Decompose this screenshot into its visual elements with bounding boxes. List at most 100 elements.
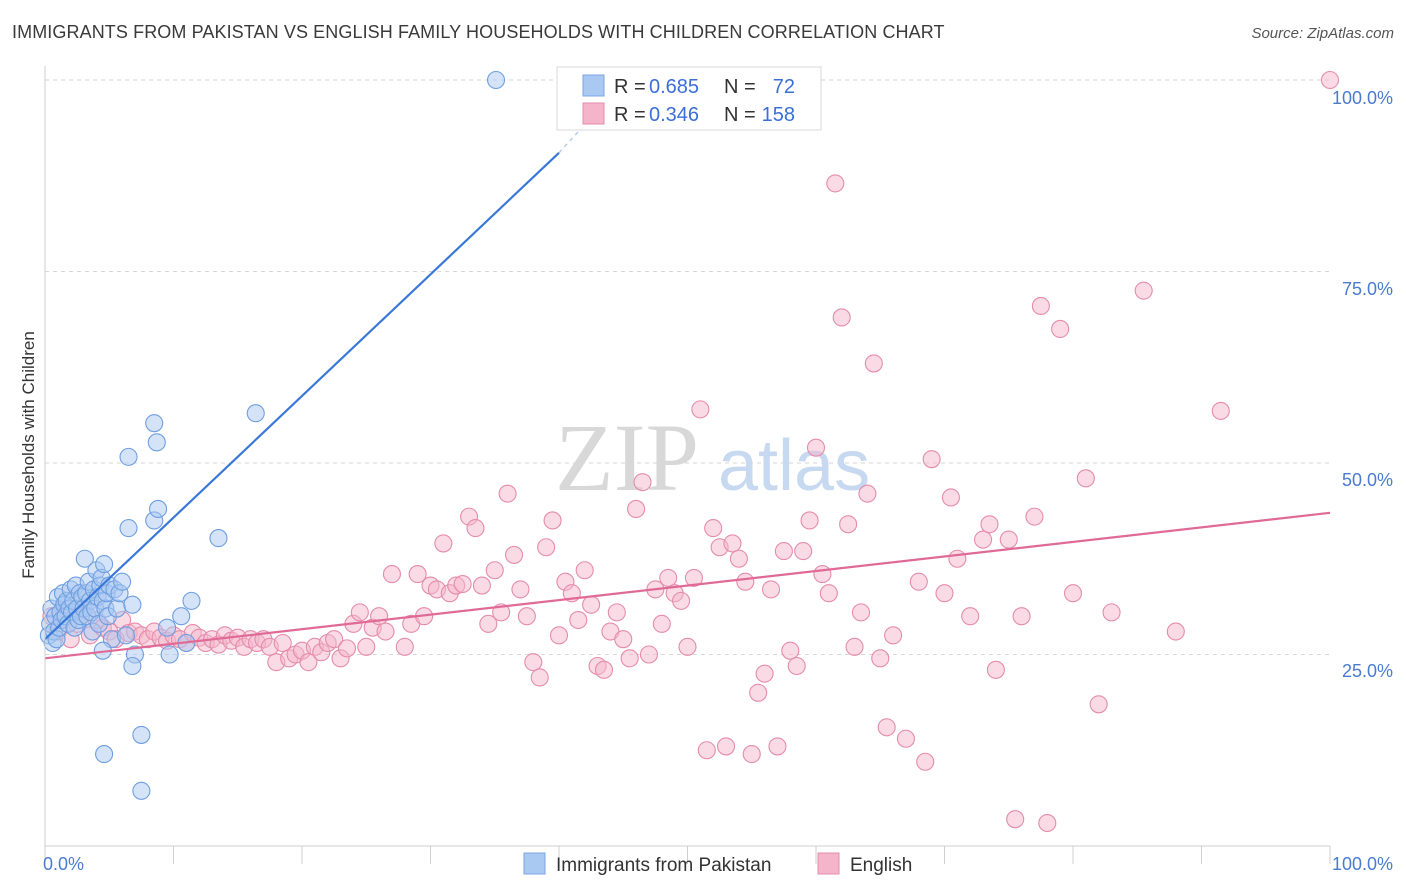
english-point-112 [768,737,787,756]
pakistan-point-67 [160,645,179,664]
stats-legend: R = 0.685 N = 72 R = 0.346 N = 158 [556,66,822,131]
english-point-105 [723,534,742,553]
english-point-141 [986,660,1005,679]
stats-legend-swatch-pink [582,102,605,125]
stats-legend-r-value-2: 0.346 [649,104,699,126]
english-point-140 [980,515,999,534]
pakistan-point-61 [123,656,142,676]
english-point-123 [839,515,858,534]
english-point-129 [877,718,896,737]
english-point-108 [742,745,761,764]
english-point-89 [620,649,639,668]
series-legend: Immigrants from Pakistan English [523,852,912,876]
english-point-150 [1076,469,1095,488]
pakistan-point-69 [182,591,201,610]
english-point-153 [1134,281,1153,300]
y-tick-label-100: 100.0% [1332,88,1393,108]
stats-legend-swatch-blue [582,74,605,97]
english-point-134 [922,450,941,469]
english-point-87 [607,603,626,622]
english-point-90 [627,499,646,519]
english-point-100 [691,400,710,419]
pakistan-point-66 [158,618,177,637]
english-point-138 [961,607,980,626]
english-point-133 [916,752,935,771]
english-point-135 [935,584,954,603]
watermark: ZIP atlas [555,404,870,511]
pakistan-point-63 [149,499,168,519]
english-point-92 [639,645,659,664]
english-point-52 [376,622,395,641]
english-point-144 [1012,607,1031,626]
english-point-146 [1031,296,1050,316]
stats-legend-n-value-1: 72 [773,76,795,98]
english-point-102 [704,519,723,538]
stats-legend-r-label-1: R = [614,76,646,98]
english-point-113 [774,542,793,561]
english-point-124 [845,637,864,656]
pakistan-point-64 [147,433,166,452]
pakistan-point-43 [95,555,114,574]
english-point-104 [716,737,736,756]
pakistan-points [39,70,506,800]
grid-lines [45,79,1330,655]
pakistan-point-68 [172,607,191,626]
axes [44,66,1331,864]
english-point-109 [749,683,768,702]
english-point-66 [472,576,491,595]
english-point-97 [672,591,691,610]
english-point-125 [851,603,871,622]
english-point-67 [479,614,498,633]
y-axis-label: Family Households with Children [19,331,38,579]
english-point-148 [1051,319,1070,339]
pakistan-point-50 [107,599,127,618]
english-point-36 [273,633,292,653]
x-tick-label-min: 0.0% [43,854,84,874]
english-point-147 [1038,813,1057,833]
pakistan-point-28 [75,549,94,568]
english-point-73 [517,607,536,626]
english-point-126 [858,484,877,503]
pakistan-point-59 [119,519,138,538]
stats-legend-n-label-2: N = [724,104,756,126]
english-point-151 [1089,695,1108,714]
series-legend-swatch-pakistan [523,852,546,875]
pakistan-point-72 [132,781,151,800]
english-point-82 [575,561,594,580]
english-point-118 [806,438,826,457]
english-point-71 [504,545,524,564]
pakistan-point-53 [116,626,136,645]
english-point-122 [832,308,851,327]
series-legend-label-pakistan: Immigrants from Pakistan [556,855,771,876]
english-point-110 [755,664,774,683]
english-point-53 [382,565,402,584]
watermark-atlas: atlas [718,426,870,506]
english-point-40 [299,653,318,672]
english-point-111 [761,580,781,599]
y-tick-label-25: 25.0% [1342,661,1393,681]
english-point-149 [1063,584,1083,603]
english-point-63 [453,574,472,594]
english-point-145 [1025,507,1044,526]
stats-legend-n-label-1: N = [724,76,756,98]
english-point-56 [408,565,427,584]
english-point-75 [530,668,549,687]
series-legend-label-english: English [850,855,912,876]
english-point-137 [948,549,967,568]
english-point-95 [659,568,678,587]
english-point-155 [1211,401,1230,420]
english-point-154 [1166,622,1185,641]
english-point-77 [543,511,562,530]
english-point-94 [652,614,671,633]
english-point-128 [871,649,890,668]
english-point-65 [466,519,485,538]
english-point-98 [678,637,697,656]
english-point-143 [1006,810,1025,829]
english-point-68 [485,561,504,580]
english-point-48 [350,603,369,622]
english-point-132 [909,572,928,591]
english-point-115 [787,656,806,676]
english-point-101 [697,741,716,760]
english-point-131 [896,729,916,748]
english-point-127 [864,354,883,373]
